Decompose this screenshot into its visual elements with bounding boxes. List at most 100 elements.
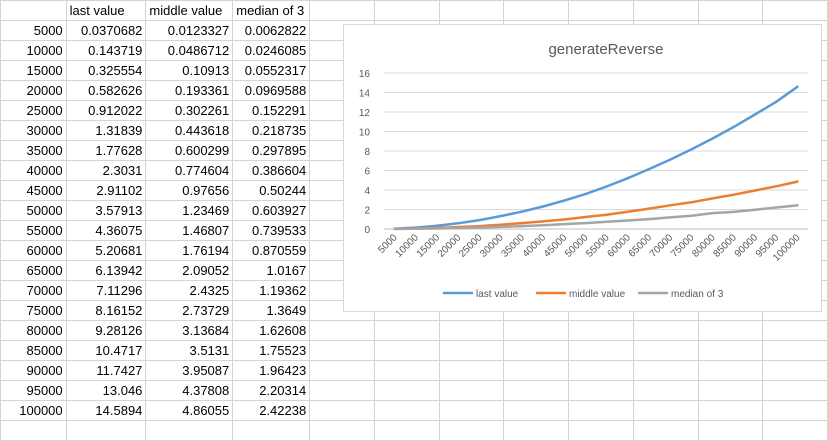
row-label-cell[interactable]: 20000 xyxy=(0,80,67,101)
empty-cell[interactable] xyxy=(568,320,634,341)
empty-cell[interactable] xyxy=(503,320,570,341)
value-cell[interactable]: 2.09052 xyxy=(145,260,234,281)
value-cell[interactable]: 0.218735 xyxy=(232,120,311,141)
empty-cell[interactable] xyxy=(438,380,505,401)
empty-cell[interactable] xyxy=(373,420,440,441)
empty-cell[interactable] xyxy=(309,0,375,21)
value-cell[interactable]: 0.0246085 xyxy=(232,40,311,61)
value-cell[interactable]: 0.582626 xyxy=(65,80,147,101)
value-cell[interactable]: 1.76194 xyxy=(145,240,234,261)
empty-cell[interactable] xyxy=(309,360,375,381)
empty-cell[interactable] xyxy=(697,360,764,381)
empty-cell[interactable] xyxy=(632,340,699,361)
empty-cell[interactable] xyxy=(697,400,764,421)
row-label-cell[interactable]: 10000 xyxy=(0,40,67,61)
value-cell[interactable]: 0.443618 xyxy=(145,120,234,141)
line-chart[interactable]: generateReverse 0 2 4 6 8 10 12 14 16 5000 10000 150… xyxy=(343,24,822,312)
row-label-cell[interactable]: 40000 xyxy=(0,160,67,181)
empty-cell[interactable] xyxy=(568,0,634,21)
empty-cell[interactable] xyxy=(503,420,570,441)
value-cell[interactable]: 1.19362 xyxy=(232,280,311,301)
row-label-cell[interactable]: 65000 xyxy=(0,260,67,281)
empty-cell[interactable] xyxy=(438,420,505,441)
value-cell[interactable]: 2.91102 xyxy=(65,180,147,201)
value-cell[interactable]: 9.28126 xyxy=(65,320,147,341)
value-cell[interactable]: 0.774604 xyxy=(145,160,234,181)
value-cell[interactable]: 0.603927 xyxy=(232,200,311,221)
row-label-cell[interactable]: 80000 xyxy=(0,320,67,341)
value-cell[interactable]: 4.86055 xyxy=(145,400,234,421)
value-cell[interactable]: 5.20681 xyxy=(65,240,147,261)
value-cell[interactable]: 0.0062822 xyxy=(232,20,311,41)
empty-cell[interactable] xyxy=(503,400,570,421)
empty-cell[interactable] xyxy=(568,420,634,441)
row-label-cell[interactable]: 60000 xyxy=(0,240,67,261)
value-cell[interactable]: 0.0552317 xyxy=(232,60,311,81)
empty-cell[interactable] xyxy=(632,320,699,341)
empty-cell[interactable] xyxy=(568,400,634,421)
row-label-cell[interactable]: 15000 xyxy=(0,60,67,81)
row-label-cell[interactable]: 50000 xyxy=(0,200,67,221)
value-cell[interactable]: 3.57913 xyxy=(65,200,147,221)
empty-cell[interactable] xyxy=(373,380,440,401)
value-cell[interactable]: 3.13684 xyxy=(145,320,234,341)
row-label-cell[interactable]: 25000 xyxy=(0,100,67,121)
value-cell[interactable]: 0.193361 xyxy=(145,80,234,101)
value-cell[interactable]: 10.4717 xyxy=(65,340,147,361)
value-cell[interactable]: 0.50244 xyxy=(232,180,311,201)
value-cell[interactable]: 0.0486712 xyxy=(145,40,234,61)
empty-cell[interactable] xyxy=(503,340,570,361)
empty-cell[interactable] xyxy=(503,0,570,21)
empty-cell[interactable] xyxy=(762,420,828,441)
value-cell[interactable]: 1.77628 xyxy=(65,140,147,161)
value-cell[interactable]: 2.42238 xyxy=(232,400,311,421)
value-cell[interactable]: 13.046 xyxy=(65,380,147,401)
empty-cell[interactable] xyxy=(438,400,505,421)
value-cell[interactable]: 2.4325 xyxy=(145,280,234,301)
value-cell[interactable]: 3.95087 xyxy=(145,360,234,381)
row-label-cell[interactable]: 45000 xyxy=(0,180,67,201)
empty-cell[interactable] xyxy=(568,380,634,401)
value-cell[interactable]: 7.11296 xyxy=(65,280,147,301)
value-cell[interactable]: 1.62608 xyxy=(232,320,311,341)
row-label-cell[interactable]: 35000 xyxy=(0,140,67,161)
empty-cell[interactable] xyxy=(632,0,699,21)
empty-cell[interactable] xyxy=(373,340,440,361)
row-label-cell[interactable]: 85000 xyxy=(0,340,67,361)
value-cell[interactable]: 0.297895 xyxy=(232,140,311,161)
value-cell[interactable]: 6.13942 xyxy=(65,260,147,281)
empty-cell[interactable] xyxy=(373,320,440,341)
value-cell[interactable]: 0.739533 xyxy=(232,220,311,241)
value-cell[interactable]: 2.20314 xyxy=(232,380,311,401)
value-cell[interactable]: 0.600299 xyxy=(145,140,234,161)
empty-cell[interactable] xyxy=(762,320,828,341)
empty-cell[interactable] xyxy=(0,0,67,21)
row-label-cell[interactable]: 95000 xyxy=(0,380,67,401)
empty-cell[interactable] xyxy=(309,380,375,401)
empty-cell[interactable] xyxy=(438,340,505,361)
row-label-cell[interactable]: 55000 xyxy=(0,220,67,241)
value-cell[interactable]: 0.325554 xyxy=(65,60,147,81)
value-cell[interactable]: 0.870559 xyxy=(232,240,311,261)
empty-cell[interactable] xyxy=(438,0,505,21)
empty-cell[interactable] xyxy=(373,400,440,421)
row-label-cell[interactable]: 75000 xyxy=(0,300,67,321)
value-cell[interactable]: 1.3649 xyxy=(232,300,311,321)
empty-cell[interactable] xyxy=(697,420,764,441)
value-cell[interactable]: 0.0969588 xyxy=(232,80,311,101)
value-cell[interactable]: 11.7427 xyxy=(65,360,147,381)
value-cell[interactable]: 0.302261 xyxy=(145,100,234,121)
value-cell[interactable]: 0.143719 xyxy=(65,40,147,61)
empty-cell[interactable] xyxy=(373,360,440,381)
value-cell[interactable]: 1.31839 xyxy=(65,120,147,141)
value-cell[interactable]: 0.386604 xyxy=(232,160,311,181)
empty-cell[interactable] xyxy=(762,400,828,421)
empty-cell[interactable] xyxy=(632,420,699,441)
value-cell[interactable]: 1.75523 xyxy=(232,340,311,361)
empty-cell[interactable] xyxy=(503,360,570,381)
value-cell[interactable]: 14.5894 xyxy=(65,400,147,421)
empty-cell[interactable] xyxy=(503,380,570,401)
empty-cell[interactable] xyxy=(309,420,375,441)
value-cell[interactable]: 2.3031 xyxy=(65,160,147,181)
empty-cell[interactable] xyxy=(568,340,634,361)
